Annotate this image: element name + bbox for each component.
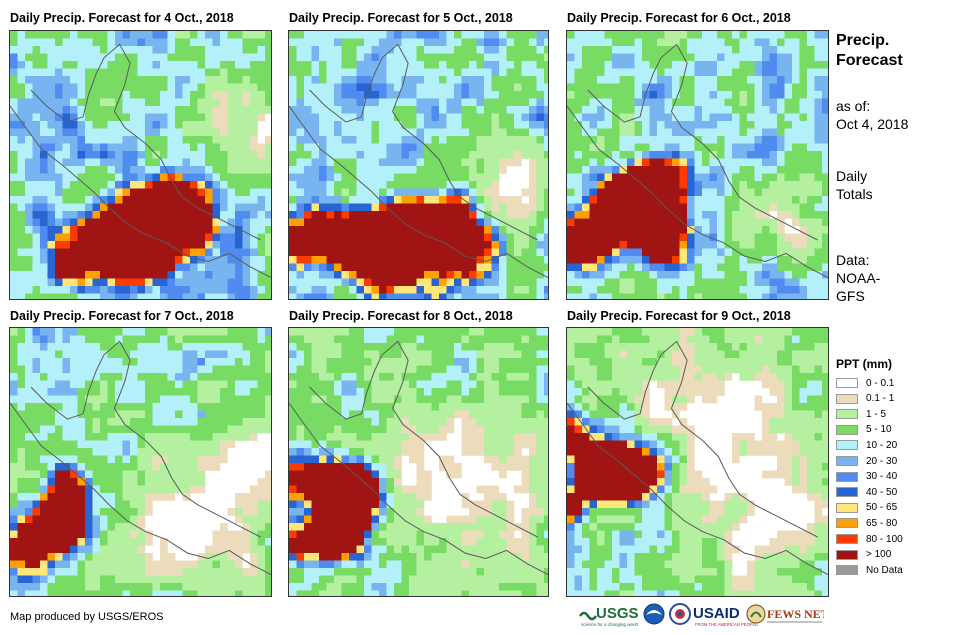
legend-label: 5 - 10 xyxy=(866,424,892,436)
panel-title: Daily Precip. Forecast for 8 Oct., 2018 xyxy=(289,309,513,323)
daily-totals-text: Daily Totals xyxy=(836,167,873,203)
coastline xyxy=(10,402,271,576)
legend-item: 65 - 80 xyxy=(836,517,897,529)
legend-swatch xyxy=(836,409,858,420)
legend-label: 1 - 5 xyxy=(866,408,887,420)
coastline xyxy=(567,402,828,576)
precip-map xyxy=(9,327,272,597)
noaa-logo xyxy=(643,603,665,625)
precip-grid xyxy=(289,328,548,596)
side-title: Precip. Forecast xyxy=(836,31,903,71)
panel-title: Daily Precip. Forecast for 9 Oct., 2018 xyxy=(567,309,791,323)
legend-swatch xyxy=(836,378,858,388)
panel-title: Daily Precip. Forecast for 5 Oct., 2018 xyxy=(289,11,513,25)
precip-grid xyxy=(10,31,271,299)
precip-grid xyxy=(567,31,828,299)
as-of-text: as of: Oct 4, 2018 xyxy=(836,97,908,133)
legend-swatch xyxy=(836,440,858,451)
legend-label: 0 - 0.1 xyxy=(866,377,895,389)
legend-swatch xyxy=(836,534,858,544)
legend-swatch xyxy=(836,518,858,529)
legend-label: 30 - 40 xyxy=(866,471,898,483)
coastline xyxy=(10,105,271,279)
legend-swatch xyxy=(836,549,858,560)
legend-item: 80 - 100 xyxy=(836,533,903,545)
legend-label: 80 - 100 xyxy=(866,533,903,545)
legend-title: PPT (mm) xyxy=(836,357,893,371)
legend-swatch xyxy=(836,471,858,482)
precip-grid xyxy=(567,328,828,596)
panel-title: Daily Precip. Forecast for 4 Oct., 2018 xyxy=(10,11,234,25)
legend-item: 40 - 50 xyxy=(836,486,897,498)
legend-item: 1 - 5 xyxy=(836,408,886,420)
precip-map xyxy=(288,327,549,597)
legend-item: 10 - 20 xyxy=(836,439,897,451)
legend-swatch xyxy=(836,487,858,498)
usgs-logo: USGS science for a changing world xyxy=(578,605,639,627)
legend-label: 20 - 30 xyxy=(866,455,898,467)
legend-item: 5 - 10 xyxy=(836,424,892,436)
data-source-line: GFS xyxy=(836,288,865,304)
legend-swatch xyxy=(836,424,858,435)
data-source-text: Data: NOAA- GFS xyxy=(836,251,880,305)
coastline xyxy=(30,340,261,538)
panel-title: Daily Precip. Forecast for 7 Oct., 2018 xyxy=(10,309,234,323)
legend-swatch xyxy=(836,456,858,466)
precip-map xyxy=(288,30,549,300)
daily-label: Daily xyxy=(836,168,868,184)
panel-title: Daily Precip. Forecast for 6 Oct., 2018 xyxy=(567,11,791,25)
coastline xyxy=(567,105,828,279)
fewsnet-logo: FEWS NET xyxy=(746,604,824,624)
coastline xyxy=(309,43,538,241)
legend-swatch xyxy=(836,393,858,404)
legend-label: > 100 xyxy=(866,549,892,561)
legend-label: 65 - 80 xyxy=(866,517,898,529)
precip-grid xyxy=(10,328,271,596)
side-title-line: Forecast xyxy=(836,52,903,69)
legend-item: 20 - 30 xyxy=(836,455,897,467)
side-title-line: Precip. xyxy=(836,32,890,49)
coastline xyxy=(587,340,818,538)
legend-item: 50 - 65 xyxy=(836,502,897,514)
legend-item: 0 - 0.1 xyxy=(836,377,894,389)
data-label: Data: xyxy=(836,252,870,268)
usaid-logo: USAID FROM THE AMERICAN PEOPLE xyxy=(693,605,758,627)
legend-item: 30 - 40 xyxy=(836,471,897,483)
legend-label: 50 - 65 xyxy=(866,502,898,514)
legend-label: No Data xyxy=(866,564,903,576)
legend-label: 40 - 50 xyxy=(866,486,898,498)
precip-map xyxy=(566,327,829,597)
totals-label: Totals xyxy=(836,186,873,202)
as-of-label: as of: xyxy=(836,98,871,114)
precip-grid xyxy=(289,31,548,299)
coastline xyxy=(289,105,548,279)
coastline xyxy=(289,402,548,576)
legend-item: 0.1 - 1 xyxy=(836,393,894,405)
legend-item: No Data xyxy=(836,564,903,576)
legend-item: > 100 xyxy=(836,549,891,561)
map-credit: Map produced by USGS/EROS xyxy=(10,611,164,623)
as-of-date: Oct 4, 2018 xyxy=(836,116,909,132)
nws-logo xyxy=(669,603,691,625)
precip-map xyxy=(9,30,272,300)
precip-map xyxy=(566,30,829,300)
legend-swatch xyxy=(836,565,858,576)
legend-label: 0.1 - 1 xyxy=(866,393,895,405)
coastline xyxy=(30,43,261,241)
legend-swatch xyxy=(836,502,858,513)
coastline xyxy=(309,340,538,538)
data-source-line: NOAA- xyxy=(836,270,881,286)
coastline xyxy=(587,43,818,241)
legend-label: 10 - 20 xyxy=(866,439,898,451)
